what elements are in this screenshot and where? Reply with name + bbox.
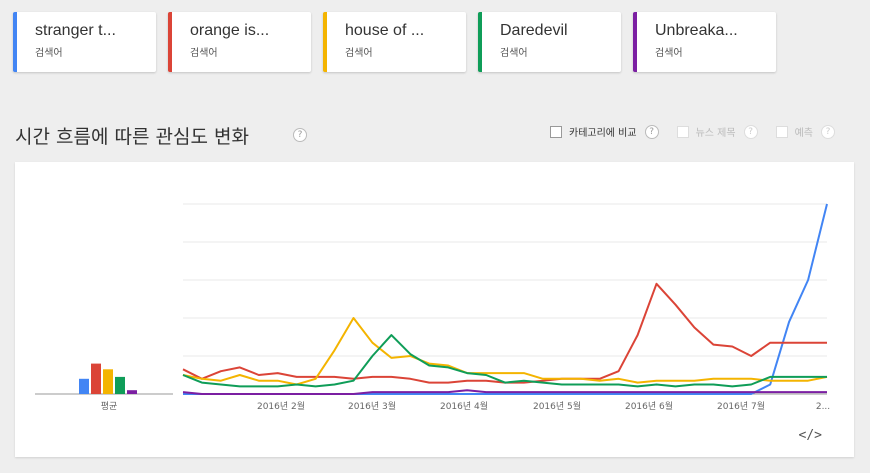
average-label: 평균	[101, 401, 118, 412]
x-tick-label: 2016년 6월	[625, 400, 673, 412]
option-compare-category: 카테고리에 비교 ?	[550, 124, 659, 139]
series-line	[182, 317, 828, 386]
term-type: 검색어	[35, 48, 63, 59]
embed-code-icon[interactable]: </>	[798, 428, 822, 443]
term-type: 검색어	[190, 48, 218, 59]
help-icon[interactable]: ?	[820, 124, 835, 139]
compare-category-checkbox[interactable]	[550, 125, 562, 138]
term-card-orange-is[interactable]: orange is... 검색어	[168, 12, 311, 72]
term-label: Unbreaka...	[655, 22, 738, 39]
term-card-daredevil[interactable]: Daredevil 검색어	[478, 12, 621, 72]
average-bar	[103, 369, 113, 394]
term-card-unbreakable[interactable]: Unbreaka... 검색어	[633, 12, 776, 72]
term-label: orange is...	[190, 22, 270, 39]
x-tick-label: 2016년 5월	[533, 400, 581, 412]
x-tick-label: 2016년 2월	[257, 400, 305, 412]
section-title: 시간 흐름에 따른 관심도 변화	[15, 126, 249, 148]
x-tick-label: 2016년 7월	[717, 400, 765, 412]
term-type: 검색어	[500, 48, 528, 59]
term-label: stranger t...	[35, 22, 116, 39]
chart-options: 카테고리에 비교 ? 뉴스 제목 ? 예측 ?	[550, 124, 853, 139]
help-icon[interactable]: ?	[644, 124, 659, 139]
term-card-stranger-things[interactable]: stranger t... 검색어	[13, 12, 156, 72]
average-bar	[115, 376, 125, 394]
average-bar	[127, 390, 137, 394]
average-bar	[79, 378, 89, 394]
term-card-house-of[interactable]: house of ... 검색어	[323, 12, 466, 72]
option-label: 뉴스 제목	[695, 128, 736, 139]
series-line	[182, 389, 827, 395]
help-icon[interactable]: ?	[743, 124, 758, 139]
option-news-headlines: 뉴스 제목 ?	[676, 124, 758, 139]
interest-over-time-chart: 평균 2016년 2월 2016년 3월 2016년 4월 2016년 5월 2016년 …	[35, 203, 830, 412]
search-terms: stranger t... 검색어 orange is... 검색어 house…	[13, 12, 788, 72]
option-label: 예측	[794, 128, 813, 139]
series-line	[182, 282, 827, 384]
series-line	[183, 203, 828, 395]
forecast-checkbox[interactable]	[775, 125, 788, 138]
x-tick-label: 2...	[816, 402, 830, 412]
option-label: 카테고리에 비교	[569, 128, 637, 139]
option-forecast: 예측 ?	[775, 124, 835, 139]
chart-panel: 평균 2016년 2월 2016년 3월 2016년 4월 2016년 5월 2016년 …	[15, 162, 854, 457]
x-tick-label: 2016년 3월	[348, 400, 396, 412]
average-bar	[91, 363, 101, 394]
term-label: Daredevil	[500, 22, 568, 39]
term-type: 검색어	[655, 48, 683, 59]
help-icon[interactable]: ?	[293, 128, 307, 142]
series-line	[182, 334, 827, 388]
term-label: house of ...	[345, 22, 425, 39]
news-headlines-checkbox[interactable]	[676, 125, 689, 138]
x-tick-label: 2016년 4월	[440, 400, 488, 412]
term-type: 검색어	[345, 48, 373, 59]
